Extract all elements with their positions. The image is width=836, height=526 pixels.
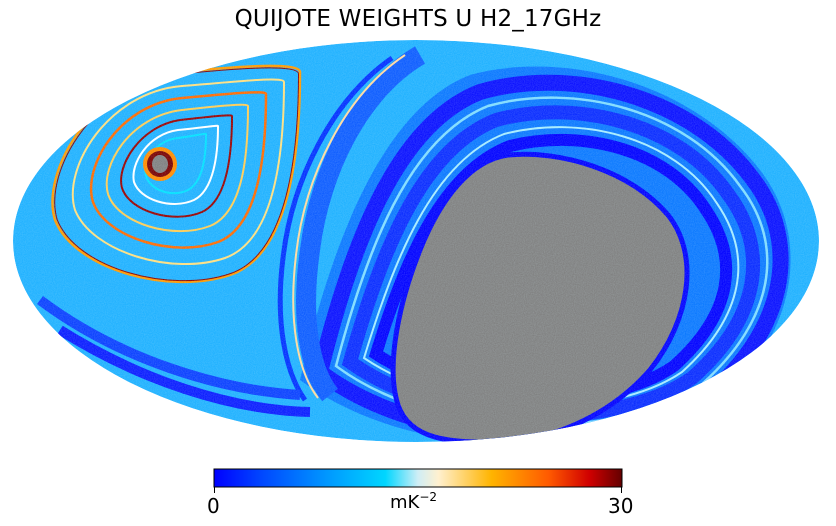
map-body [13, 40, 819, 442]
colorbar-min-label: 0 [207, 494, 220, 518]
colorbar-unit-label: mK−2 [390, 490, 437, 513]
colorbar [213, 468, 623, 488]
colorbar-max-label: 30 [608, 494, 634, 518]
unit-base: mK [390, 492, 420, 513]
unit-exponent: −2 [419, 490, 438, 504]
map-title: QUIJOTE WEIGHTS U H2_17GHz [234, 6, 602, 32]
